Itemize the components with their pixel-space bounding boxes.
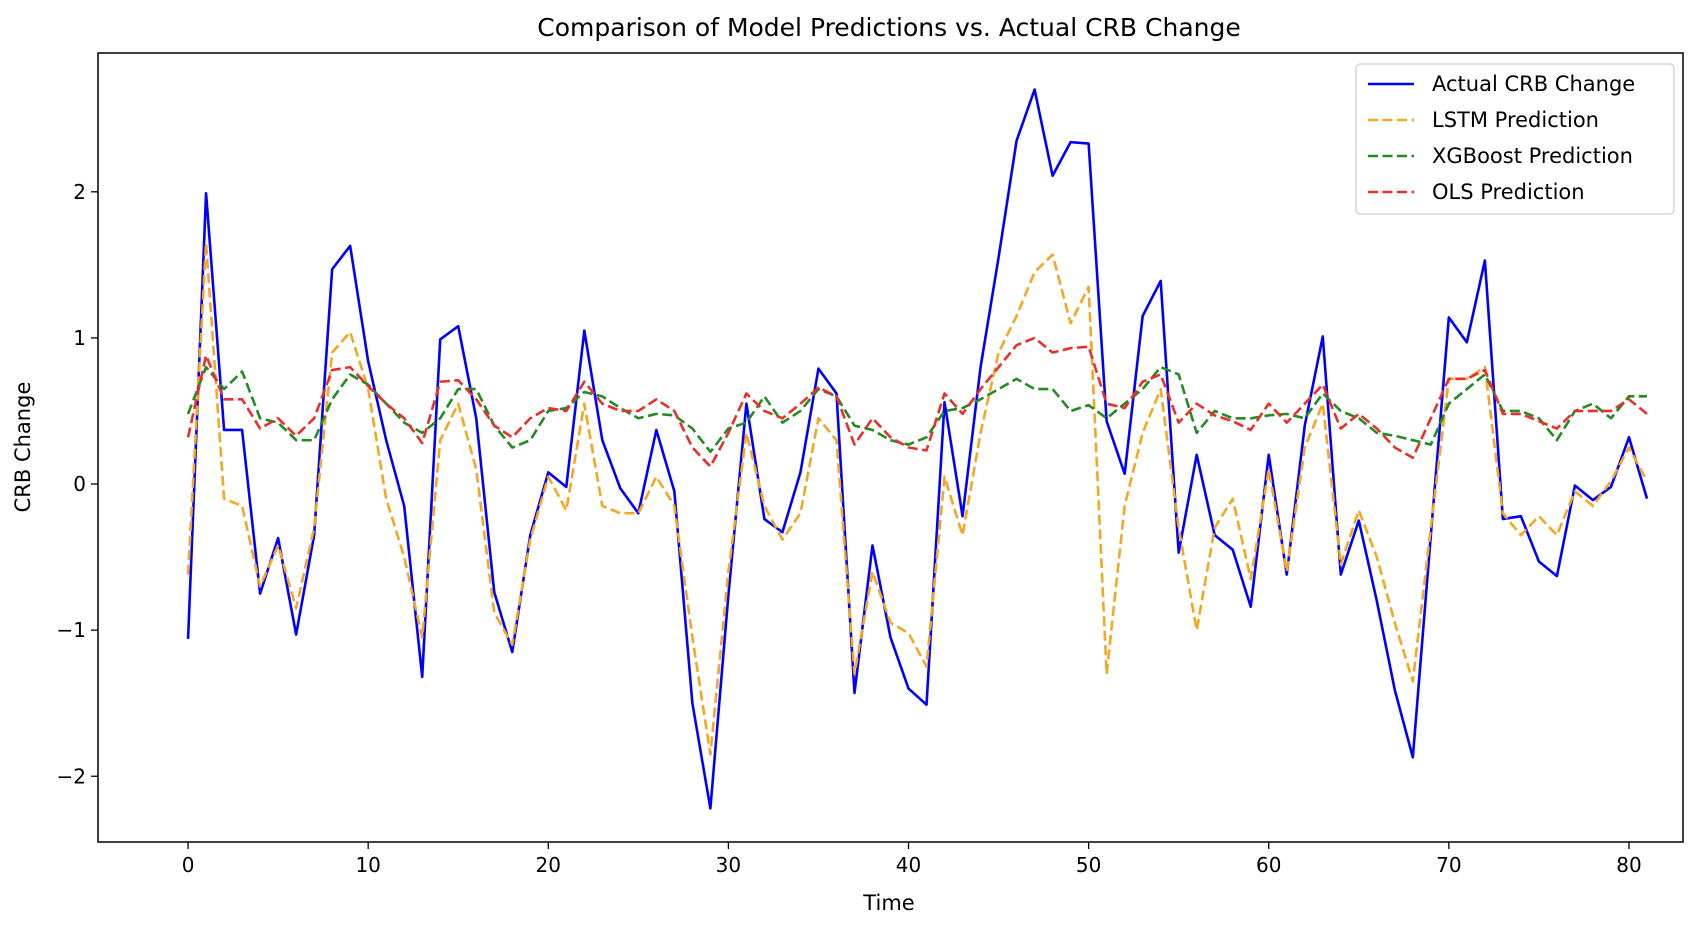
x-tick-label: 50 — [1076, 853, 1101, 877]
legend-box — [1355, 63, 1675, 215]
series-line-ols-prediction — [186, 336, 1648, 468]
x-axis-ticks: 0 10 20 30 40 50 60 70 80 — [182, 842, 1642, 877]
x-tick-label: 20 — [536, 853, 561, 877]
x-tick-label: 30 — [716, 853, 741, 877]
x-axis-label: Time — [862, 891, 914, 915]
legend: Actual CRB Change LSTM Prediction XGBoost … — [1355, 63, 1675, 215]
y-tick-label: 1 — [73, 326, 86, 350]
legend-label-ols-prediction: OLS Prediction — [1432, 180, 1585, 204]
plot-lines — [186, 88, 1649, 810]
series-line-xgboost-prediction — [186, 365, 1647, 454]
y-tick-label: −1 — [57, 618, 86, 642]
plot-frame — [97, 52, 1684, 843]
legend-label-actual-crb-change: Actual CRB Change — [1432, 72, 1635, 96]
y-tick-label: −2 — [57, 764, 86, 788]
y-axis-ticks: −2 −1 0 1 2 — [57, 180, 98, 788]
y-axis-label: CRB Change — [11, 382, 35, 513]
x-tick-label: 60 — [1256, 853, 1281, 877]
y-tick-label: 0 — [73, 472, 86, 496]
x-tick-label: 0 — [182, 853, 195, 877]
series-line-lstm-prediction — [186, 241, 1649, 756]
y-tick-label: 2 — [73, 180, 86, 204]
legend-items: Actual CRB Change LSTM Prediction XGBoost … — [1368, 72, 1635, 204]
x-tick-label: 80 — [1616, 853, 1641, 877]
legend-label-xgboost-prediction: XGBoost Prediction — [1432, 144, 1633, 168]
legend-label-lstm-prediction: LSTM Prediction — [1432, 108, 1599, 132]
series-line-actual-crb-change — [186, 88, 1649, 810]
x-tick-label: 70 — [1436, 853, 1461, 877]
x-tick-label: 40 — [896, 853, 921, 877]
x-tick-label: 10 — [355, 853, 380, 877]
chart-title: Comparison of Model Predictions vs. Actu… — [537, 13, 1240, 42]
